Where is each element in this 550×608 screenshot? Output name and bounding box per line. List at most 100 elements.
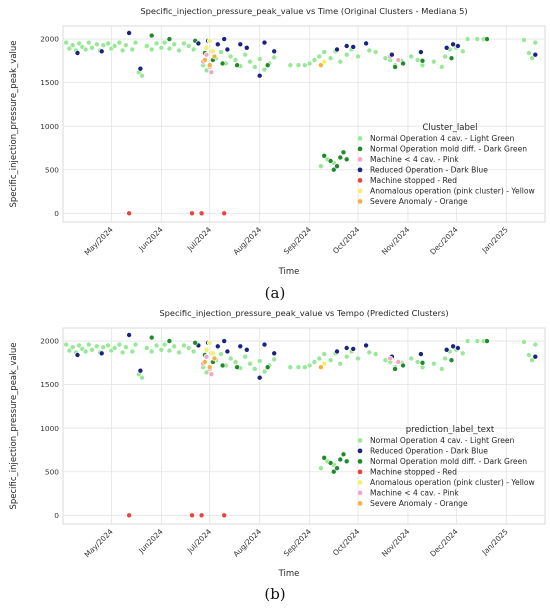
data-point — [334, 348, 340, 355]
data-point — [408, 53, 415, 60]
data-point — [105, 342, 111, 349]
data-point — [210, 350, 216, 357]
data-point — [521, 339, 527, 345]
x-tick-label: Jun2024 — [136, 225, 165, 254]
series-anomalous-operation-pink-cluster-yellow — [203, 37, 328, 65]
data-point — [343, 353, 350, 360]
series-anomalous-operation-pink-cluster-yellow — [203, 339, 328, 367]
data-point — [387, 355, 394, 362]
data-point — [129, 46, 136, 53]
data-point — [224, 46, 231, 53]
data-point — [185, 43, 192, 49]
data-point — [256, 72, 263, 79]
data-point — [219, 60, 226, 67]
data-point — [189, 210, 195, 217]
data-point — [74, 352, 81, 358]
data-point — [215, 343, 221, 350]
data-point — [430, 360, 437, 367]
data-point — [100, 344, 107, 351]
data-point — [382, 357, 389, 364]
data-point — [148, 46, 155, 53]
data-point — [474, 338, 481, 344]
legend-entry-label: Machine stopped - Red — [370, 468, 457, 477]
data-point — [271, 356, 278, 363]
data-point — [144, 43, 150, 49]
data-point — [166, 45, 173, 52]
data-point — [321, 153, 328, 159]
data-point — [261, 66, 268, 73]
data-point — [227, 355, 234, 362]
data-point — [234, 62, 240, 68]
x-tick-label: Sep/2024 — [282, 225, 313, 256]
data-point — [392, 366, 398, 372]
data-point — [438, 366, 445, 372]
data-point — [316, 355, 323, 362]
data-point — [244, 346, 250, 353]
data-point — [455, 345, 461, 351]
data-point — [190, 46, 197, 53]
data-point — [198, 210, 205, 217]
y-axis-label: Specific_injection_pressure_peak_value — [9, 40, 19, 207]
y-tick-label: 1000 — [40, 424, 59, 433]
x-tick-label: Dec/2024 — [428, 225, 460, 257]
data-point — [158, 346, 165, 353]
data-point — [532, 51, 539, 58]
x-axis-label: Time — [278, 267, 300, 277]
legend-entry-label: Reduced Operation - Dark Blue — [370, 166, 488, 175]
data-point — [321, 351, 328, 357]
data-point — [111, 345, 118, 351]
legend-marker — [357, 198, 363, 205]
data-point — [237, 41, 244, 48]
data-point — [161, 341, 168, 348]
legend-marker — [357, 469, 363, 475]
data-point — [363, 342, 369, 349]
data-point — [372, 351, 379, 357]
data-point — [418, 49, 424, 55]
data-point — [171, 41, 177, 48]
chart-title: Specific_injection_pressure_peak_value v… — [159, 308, 448, 318]
data-point — [271, 54, 278, 61]
series-machine-stopped-red — [126, 210, 227, 217]
data-point — [176, 47, 182, 54]
data-point — [372, 49, 379, 55]
data-point — [311, 57, 318, 63]
data-point — [418, 351, 424, 357]
data-point — [419, 57, 426, 64]
data-point — [318, 163, 324, 169]
data-point — [211, 53, 218, 60]
data-point — [247, 360, 253, 367]
data-point — [355, 53, 361, 60]
data-point — [137, 65, 144, 72]
data-point — [206, 62, 213, 68]
data-point — [89, 44, 95, 51]
x-tick-label: Jan/2025 — [480, 225, 510, 255]
data-point — [166, 347, 173, 354]
data-point — [532, 39, 539, 46]
data-point — [69, 344, 76, 351]
data-point — [203, 51, 210, 58]
x-tick-label: Dec/2024 — [428, 527, 460, 559]
data-point — [202, 359, 208, 365]
data-point — [343, 156, 350, 163]
data-point — [221, 36, 227, 42]
data-point — [395, 359, 402, 365]
data-point — [82, 46, 89, 53]
data-point — [203, 353, 210, 360]
legend-marker — [357, 479, 363, 486]
data-point — [86, 341, 92, 348]
x-tick-label: May/2024 — [83, 225, 115, 257]
legend-marker — [357, 156, 363, 163]
data-point — [94, 343, 100, 350]
data-point — [132, 39, 139, 46]
data-point — [430, 58, 437, 65]
data-point — [126, 512, 132, 519]
series-normal-operation-mold-diff-dark-green — [148, 32, 490, 173]
data-point — [484, 338, 490, 344]
x-tick-label: Jun2024 — [136, 527, 165, 556]
data-point — [211, 355, 218, 362]
data-point — [218, 351, 224, 357]
data-point — [442, 53, 448, 60]
data-point — [484, 36, 490, 42]
data-point — [340, 451, 347, 458]
legend-marker — [357, 500, 363, 507]
